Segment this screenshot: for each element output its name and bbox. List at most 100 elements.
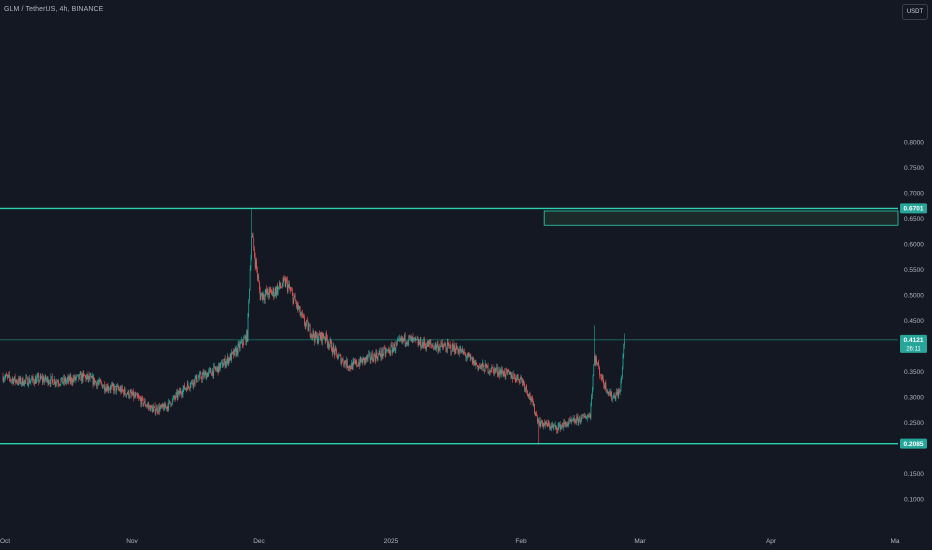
price-tick-label: 0.2500 xyxy=(904,420,924,427)
candle xyxy=(359,355,361,367)
candle xyxy=(363,357,365,361)
candle xyxy=(68,375,70,385)
candle xyxy=(154,405,155,409)
candle xyxy=(594,325,595,366)
candle xyxy=(406,340,408,347)
candle xyxy=(117,384,119,391)
candle xyxy=(409,334,411,342)
candle xyxy=(436,340,438,348)
candle xyxy=(509,370,510,375)
candle xyxy=(341,358,342,367)
candle xyxy=(107,382,109,394)
candle xyxy=(442,343,444,348)
candle xyxy=(16,378,17,385)
candle xyxy=(424,343,426,349)
candle xyxy=(584,412,585,419)
candle xyxy=(422,342,424,348)
candle xyxy=(451,343,453,352)
candle xyxy=(466,355,467,362)
candle xyxy=(339,354,340,357)
candle xyxy=(523,379,525,386)
candle xyxy=(71,376,72,386)
candle xyxy=(550,423,552,430)
candle xyxy=(545,421,547,425)
candle xyxy=(448,342,450,349)
candle xyxy=(243,335,245,346)
candle xyxy=(12,377,14,386)
candle xyxy=(454,342,455,356)
candle xyxy=(69,374,70,382)
candle xyxy=(279,281,281,289)
candle xyxy=(133,388,135,402)
candle xyxy=(51,376,52,380)
candle xyxy=(338,352,340,359)
candle xyxy=(84,373,85,376)
candle xyxy=(619,387,620,394)
candle xyxy=(177,390,179,401)
candle xyxy=(382,353,384,359)
target-zone[interactable] xyxy=(543,210,899,226)
currency-button[interactable]: USDT xyxy=(902,4,928,20)
candle xyxy=(506,367,507,374)
candle xyxy=(286,276,287,284)
candle xyxy=(41,373,43,385)
candle xyxy=(289,280,290,290)
time-axis[interactable]: Oct Nov Dec 2025 Feb Mar Apr Ma xyxy=(0,538,900,545)
candle xyxy=(36,374,37,384)
candle xyxy=(315,330,317,339)
candle xyxy=(229,356,230,364)
candle xyxy=(288,280,290,288)
candle xyxy=(275,286,277,298)
candle xyxy=(453,344,455,353)
candle xyxy=(58,379,60,387)
candle xyxy=(303,313,305,319)
candle xyxy=(462,348,464,355)
candle xyxy=(224,357,225,366)
candle xyxy=(469,353,471,361)
candle xyxy=(24,379,25,387)
price-tick-label: 0.3500 xyxy=(904,369,924,376)
candle xyxy=(257,273,259,281)
candle xyxy=(376,356,378,362)
candle xyxy=(613,392,615,399)
candle xyxy=(609,388,610,396)
candle xyxy=(267,286,269,295)
candle xyxy=(386,349,388,352)
candle xyxy=(170,402,172,408)
candle xyxy=(244,334,245,339)
candle xyxy=(573,417,575,423)
candle xyxy=(497,371,499,378)
candle xyxy=(319,330,320,336)
candle xyxy=(576,413,577,426)
candle xyxy=(39,379,40,384)
candle xyxy=(541,420,543,427)
candle xyxy=(408,335,410,347)
price-axis[interactable]: 0.8000 0.7500 0.7000 0.6500 0.6000 0.5500 0.50… xyxy=(904,140,924,504)
candle xyxy=(63,374,65,386)
candle xyxy=(559,422,560,428)
candle xyxy=(188,385,190,390)
candle xyxy=(154,402,156,415)
candle xyxy=(584,413,586,419)
candle xyxy=(205,370,207,379)
candle xyxy=(481,359,483,372)
candle xyxy=(258,273,260,283)
candle xyxy=(374,352,375,358)
candle xyxy=(272,286,274,297)
candle xyxy=(489,368,490,376)
candle xyxy=(618,387,620,399)
candle xyxy=(579,415,581,424)
candle xyxy=(340,354,342,365)
candle xyxy=(347,365,349,371)
price-tick-label: 0.3000 xyxy=(904,395,924,402)
candle xyxy=(97,380,99,385)
candle xyxy=(361,358,363,366)
candle xyxy=(175,392,177,400)
candle xyxy=(53,383,55,385)
candle xyxy=(351,359,352,370)
candle xyxy=(178,389,180,395)
candle xyxy=(341,357,343,362)
candle xyxy=(219,362,221,372)
candle xyxy=(186,386,187,393)
